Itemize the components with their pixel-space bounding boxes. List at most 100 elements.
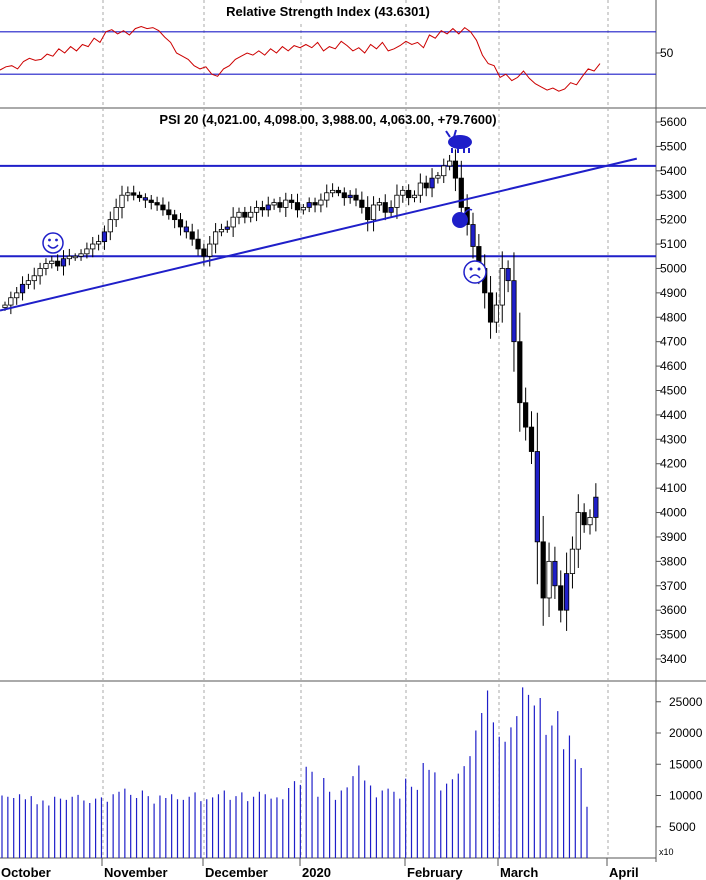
price-title: PSI 20 (4,021.00, 4,098.00, 3,988.00, 4,… (159, 112, 496, 127)
candle-body (49, 260, 55, 264)
candle-body (581, 512, 587, 526)
candle (189, 223, 195, 246)
candle (452, 149, 459, 192)
candle (587, 509, 593, 535)
candle-body (177, 219, 184, 228)
bull-body (448, 135, 472, 149)
candle-body (96, 241, 102, 245)
candle-body (14, 292, 20, 299)
candle (248, 206, 254, 223)
candle-body (259, 207, 266, 211)
candle (125, 186, 131, 202)
sad-eye (469, 267, 473, 271)
candle-body (534, 451, 540, 543)
candle (335, 186, 342, 197)
candle-body (423, 182, 429, 189)
candle-body (131, 192, 137, 196)
candle (306, 197, 312, 213)
price-tick-label: 5200 (660, 213, 687, 227)
candle-body (218, 228, 225, 233)
candle (183, 220, 189, 239)
price-trendline (0, 157, 638, 312)
candle (142, 193, 148, 208)
candle-body (429, 177, 435, 189)
candle-body (271, 202, 277, 206)
bull-legs (451, 148, 470, 153)
candle (353, 188, 359, 207)
candle (417, 173, 423, 203)
rsi-axis: 50 (656, 46, 674, 60)
volume-multiplier-note: x10 (659, 847, 674, 857)
candle (154, 196, 160, 211)
candle (224, 220, 230, 233)
candle-body (160, 204, 166, 211)
candle-body (294, 202, 301, 211)
candle (101, 225, 108, 250)
price-candles (2, 149, 599, 631)
month-label: 2020 (302, 865, 331, 880)
candle-body (552, 560, 558, 587)
candle (365, 196, 371, 232)
candle-body (154, 202, 160, 206)
month-label: October (1, 865, 51, 880)
candle (528, 411, 535, 464)
candle-body (312, 202, 318, 206)
candle-body (575, 512, 581, 550)
price-tick-label: 4000 (660, 506, 687, 520)
candle (376, 197, 383, 211)
candle (119, 185, 125, 219)
candle (487, 276, 494, 339)
candle-body (212, 231, 219, 245)
price-tick-label: 5300 (660, 188, 687, 202)
candle (212, 223, 219, 254)
price-tick-label: 4100 (660, 481, 687, 495)
candle (283, 192, 289, 217)
candle-body (283, 199, 289, 208)
candle (347, 190, 353, 204)
candle (411, 190, 418, 203)
candle (318, 193, 324, 213)
candle-body (376, 202, 383, 206)
candle-body (306, 202, 312, 208)
candle-body (324, 192, 330, 201)
candle-body (540, 541, 546, 599)
price-tick-label: 3800 (660, 554, 687, 568)
candle-body (248, 211, 254, 218)
month-labels: October November December 2020 February March… (1, 858, 639, 880)
candle-body (499, 268, 505, 306)
rsi-reference-lines (0, 31, 656, 75)
candle-body (587, 517, 593, 526)
rsi-title: Relative Strength Index (43.6301) (226, 4, 430, 19)
bomb-body (452, 212, 468, 228)
candle (324, 184, 330, 208)
candle-body (236, 211, 242, 218)
volume-tick-label: 20000 (669, 726, 703, 740)
candle-body (230, 216, 236, 228)
candle-body (72, 255, 78, 259)
candle (446, 154, 453, 171)
candle (294, 193, 301, 218)
volume-tick-label: 25000 (669, 695, 703, 709)
candle-body (394, 194, 400, 208)
candle (300, 204, 306, 215)
candle (72, 253, 78, 261)
candle-body (19, 283, 26, 294)
month-label: December (205, 865, 268, 880)
candle (265, 196, 271, 217)
month-label: February (407, 865, 463, 880)
candle (66, 248, 72, 266)
sad-mouth (469, 274, 481, 279)
candle (166, 201, 172, 220)
smiley-face-icon (42, 232, 64, 254)
candle-body (148, 199, 154, 203)
price-tick-label: 5100 (660, 237, 687, 251)
candle-body (43, 263, 49, 269)
candle (60, 250, 67, 276)
candle-body (546, 560, 552, 599)
candle-body (487, 292, 494, 323)
candle (517, 312, 523, 432)
candle (406, 184, 412, 206)
candle (329, 183, 336, 198)
price-tick-label: 5000 (660, 261, 687, 275)
candle (540, 515, 546, 626)
